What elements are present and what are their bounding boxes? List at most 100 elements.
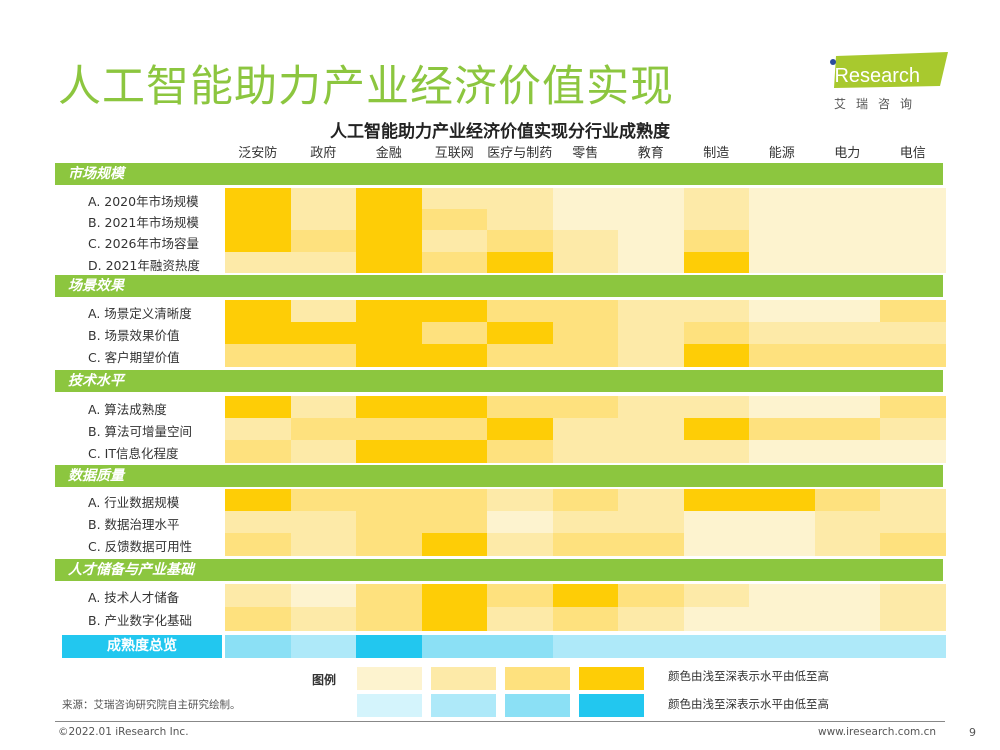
heatmap-cell bbox=[880, 230, 946, 253]
heatmap-cell bbox=[552, 230, 619, 253]
heatmap-cell bbox=[749, 418, 815, 441]
heatmap-cell bbox=[814, 322, 881, 345]
heatmap-cell bbox=[814, 440, 881, 463]
heatmap-cell bbox=[880, 300, 946, 323]
row-label: B. 场景效果价值 bbox=[88, 328, 180, 343]
heatmap-cell bbox=[356, 344, 422, 367]
section-label: 人才储备与产业基础 bbox=[68, 562, 194, 578]
column-header: 电信 bbox=[899, 146, 926, 161]
heatmap-cell bbox=[290, 322, 357, 345]
heatmap-cell bbox=[421, 489, 488, 512]
heatmap-cell bbox=[356, 607, 422, 631]
overview-cell bbox=[487, 635, 553, 658]
heatmap-cell bbox=[552, 418, 619, 441]
heatmap-cell bbox=[421, 188, 488, 210]
section-bar bbox=[55, 370, 943, 392]
heatmap-cell bbox=[290, 230, 357, 253]
row-label: B. 数据治理水平 bbox=[88, 517, 180, 532]
column-header: 泛安防 bbox=[238, 146, 278, 161]
section-bar bbox=[55, 559, 943, 581]
legend-swatch bbox=[357, 667, 422, 690]
section-label: 数据质量 bbox=[68, 468, 124, 484]
heatmap-cell bbox=[618, 440, 684, 463]
heatmap-cell bbox=[814, 511, 881, 534]
row-label: C. 2026年市场容量 bbox=[88, 236, 199, 252]
heatmap-cell bbox=[421, 607, 488, 631]
heatmap-cell bbox=[552, 396, 619, 419]
heatmap-cell bbox=[225, 584, 291, 608]
row-label: A. 场景定义清晰度 bbox=[88, 306, 192, 321]
heatmap-cell bbox=[356, 300, 422, 323]
heatmap-cell bbox=[749, 396, 815, 419]
row-label: A. 行业数据规模 bbox=[88, 495, 180, 510]
column-header: 互联网 bbox=[434, 146, 474, 161]
heatmap-cell bbox=[421, 300, 488, 323]
heatmap-cell bbox=[618, 230, 684, 253]
heatmap-cell bbox=[749, 584, 815, 608]
overview-cell bbox=[618, 635, 684, 658]
heatmap-cell bbox=[880, 489, 946, 512]
page-number: 9 bbox=[969, 726, 976, 739]
row-label: B. 产业数字化基础 bbox=[88, 613, 193, 628]
heatmap-cell bbox=[683, 533, 750, 556]
section-bar bbox=[55, 163, 943, 185]
section-label: 技术水平 bbox=[68, 373, 124, 389]
heatmap-cell bbox=[618, 344, 684, 367]
heatmap-cell bbox=[487, 607, 553, 631]
row-label: C. 客户期望价值 bbox=[88, 350, 180, 365]
heatmap-cell bbox=[683, 440, 750, 463]
heatmap-cell bbox=[290, 607, 357, 631]
heatmap-cell bbox=[683, 300, 750, 323]
heatmap-cell bbox=[683, 209, 750, 231]
heatmap-cell bbox=[421, 344, 488, 367]
heatmap-cell bbox=[552, 584, 619, 608]
heatmap-cell bbox=[290, 533, 357, 556]
heatmap-cell bbox=[290, 251, 357, 274]
column-header: 能源 bbox=[768, 146, 795, 161]
heatmap-cell bbox=[618, 188, 684, 210]
heatmap-cell bbox=[421, 396, 488, 419]
heatmap-cell bbox=[421, 322, 488, 345]
heatmap-cell bbox=[487, 300, 553, 323]
heatmap-cell bbox=[618, 251, 684, 274]
heatmap-cell bbox=[225, 533, 291, 556]
heatmap-cell bbox=[225, 230, 291, 253]
heatmap-cell bbox=[749, 230, 815, 253]
section-label: 市场规模 bbox=[68, 166, 124, 182]
heatmap-cell bbox=[749, 209, 815, 231]
heatmap-cell bbox=[552, 188, 619, 210]
overview-cell bbox=[749, 635, 815, 658]
heatmap-cell bbox=[683, 251, 750, 274]
heatmap-cell bbox=[683, 188, 750, 210]
heatmap-cell bbox=[618, 396, 684, 419]
heatmap-cell bbox=[618, 584, 684, 608]
heatmap-cell bbox=[618, 489, 684, 512]
heatmap-cell bbox=[225, 396, 291, 419]
heatmap-cell bbox=[487, 209, 553, 231]
heatmap-cell bbox=[356, 511, 422, 534]
overview-cell bbox=[421, 635, 488, 658]
heatmap-cell bbox=[814, 533, 881, 556]
heatmap-cell bbox=[814, 230, 881, 253]
heatmap-cell bbox=[356, 188, 422, 210]
heatmap-cell bbox=[487, 188, 553, 210]
heatmap-cell bbox=[880, 251, 946, 274]
heatmap-cell bbox=[880, 440, 946, 463]
heatmap-cell bbox=[683, 511, 750, 534]
heatmap-cell bbox=[356, 489, 422, 512]
heatmap-cell bbox=[290, 396, 357, 419]
heatmap-cell bbox=[618, 209, 684, 231]
heatmap-cell bbox=[225, 418, 291, 441]
heatmap-cell bbox=[618, 300, 684, 323]
row-label: A. 技术人才储备 bbox=[88, 590, 180, 605]
heatmap-cell bbox=[749, 489, 815, 512]
heatmap-cell bbox=[225, 322, 291, 345]
heatmap-cell bbox=[487, 584, 553, 608]
legend-swatch bbox=[579, 694, 644, 717]
overview-cell bbox=[290, 635, 357, 658]
heatmap-cell bbox=[814, 300, 881, 323]
heatmap-cell bbox=[814, 344, 881, 367]
legend-text-yellow: 颜色由浅至深表示水平由低至高 bbox=[668, 669, 829, 683]
heatmap-cell bbox=[552, 533, 619, 556]
row-label: B. 算法可增量空间 bbox=[88, 424, 193, 439]
